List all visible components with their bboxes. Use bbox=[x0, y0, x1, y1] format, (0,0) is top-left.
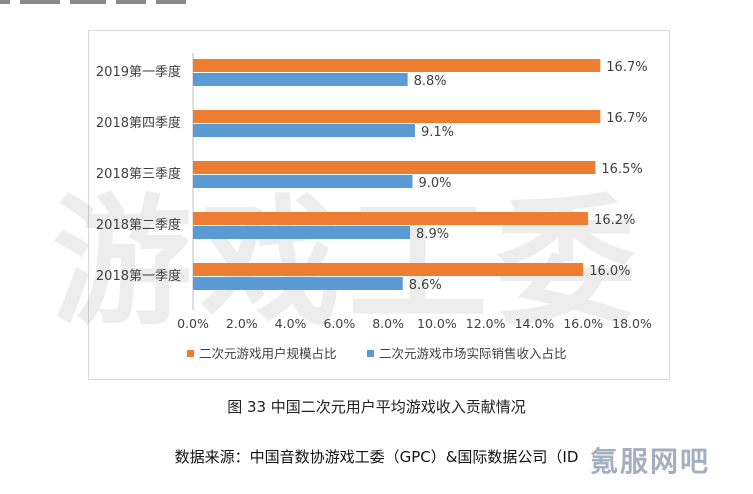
category-label: 2018第二季度 bbox=[96, 217, 181, 233]
figure-caption: 图 33 中国二次元用户平均游戏收入贡献情况 bbox=[227, 398, 526, 416]
bar-user-share bbox=[193, 212, 589, 225]
data-label: 8.6% bbox=[409, 278, 442, 293]
x-tick-label: 18.0% bbox=[612, 316, 652, 331]
bar-revenue-share bbox=[193, 175, 413, 188]
legend-label: 二次元游戏市场实际销售收入占比 bbox=[379, 346, 567, 361]
legend-swatch-revenue-share bbox=[367, 350, 374, 357]
x-tick-label: 16.0% bbox=[563, 316, 603, 331]
category-label: 2018第四季度 bbox=[96, 115, 181, 131]
corner-logo-watermark: 氪服网吧 bbox=[590, 445, 711, 478]
bar-user-share bbox=[193, 161, 596, 174]
data-label: 8.8% bbox=[414, 74, 447, 89]
x-tick-label: 12.0% bbox=[466, 316, 506, 331]
chart-frame bbox=[88, 30, 670, 380]
x-tick-label: 14.0% bbox=[515, 316, 555, 331]
x-tick-label: 8.0% bbox=[372, 316, 404, 331]
category-label: 2018第一季度 bbox=[96, 268, 181, 284]
data-label: 9.1% bbox=[421, 125, 454, 140]
x-tick-label: 6.0% bbox=[323, 316, 355, 331]
x-tick-label: 10.0% bbox=[417, 316, 457, 331]
bar-revenue-share bbox=[193, 124, 415, 137]
bar-revenue-share bbox=[193, 277, 403, 290]
bar-user-share bbox=[193, 263, 584, 276]
category-label: 2018第三季度 bbox=[96, 166, 181, 182]
category-label: 2019第一季度 bbox=[96, 64, 181, 80]
legend-swatch-user-share bbox=[187, 350, 194, 357]
data-label: 16.7% bbox=[606, 111, 647, 126]
x-tick-label: 4.0% bbox=[275, 316, 307, 331]
data-label: 9.0% bbox=[419, 176, 452, 191]
bar-revenue-share bbox=[193, 73, 408, 86]
data-label: 16.7% bbox=[606, 60, 647, 75]
data-label: 16.2% bbox=[594, 213, 635, 228]
data-label: 16.0% bbox=[589, 264, 630, 279]
x-tick-label: 0.0% bbox=[177, 316, 209, 331]
bar-revenue-share bbox=[193, 226, 411, 239]
legend-label: 二次元游戏用户规模占比 bbox=[199, 346, 337, 361]
bar-user-share bbox=[193, 59, 601, 72]
top-cropped-text bbox=[0, 0, 753, 10]
data-label: 16.5% bbox=[601, 162, 642, 177]
data-source: 数据来源：中国音数协游戏工委（GPC）&国际数据公司（ID bbox=[174, 448, 579, 466]
x-tick-label: 2.0% bbox=[226, 316, 258, 331]
bar-user-share bbox=[193, 110, 601, 123]
data-label: 8.9% bbox=[416, 227, 449, 242]
